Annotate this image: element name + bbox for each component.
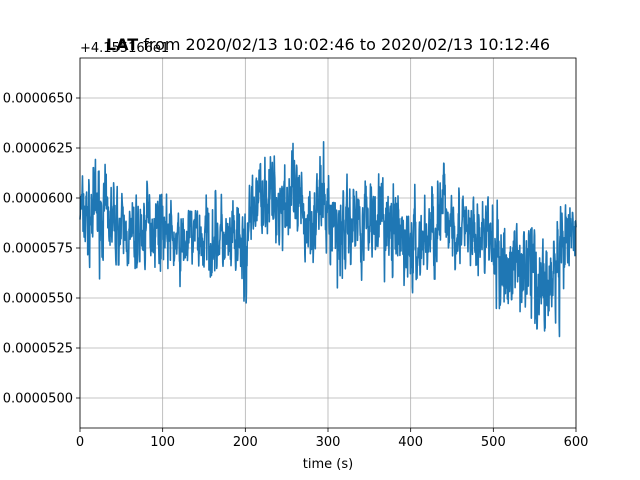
chart-title-rest: from 2020/02/13 10:02:46 to 2020/02/13 1… xyxy=(138,35,550,54)
chart-title-bold: LAT xyxy=(106,35,138,54)
x-tick-label: 300 xyxy=(316,435,341,450)
x-tick-label: 100 xyxy=(150,435,175,450)
y-tick-label: 0.0000575 xyxy=(3,242,73,257)
x-tick-label: 500 xyxy=(481,435,506,450)
series-line xyxy=(79,140,577,338)
series-line-group xyxy=(79,140,577,338)
x-axis: 0 100 200 300 400 500 600 xyxy=(76,428,589,450)
y-tick-label: 0.0000525 xyxy=(3,342,73,357)
y-tick-label: 0.0000650 xyxy=(3,92,73,107)
y-axis: 0.0000500 0.0000525 0.0000550 0.0000575 0.00… xyxy=(3,92,80,407)
y-tick-label: 0.0000625 xyxy=(3,142,73,157)
x-tick-label: 200 xyxy=(233,435,258,450)
x-tick-label: 600 xyxy=(564,435,589,450)
x-axis-label: time (s) xyxy=(303,457,353,472)
y-offset-label: +4.155166e1 xyxy=(80,41,169,56)
y-tick-label: 0.0000500 xyxy=(3,392,73,407)
y-tick-label: 0.0000600 xyxy=(3,192,73,207)
y-tick-label: 0.0000550 xyxy=(3,292,73,307)
x-tick-label: 0 xyxy=(76,435,84,450)
chart-title: LAT from 2020/02/13 10:02:46 to 2020/02/… xyxy=(106,35,550,54)
x-tick-label: 400 xyxy=(398,435,423,450)
